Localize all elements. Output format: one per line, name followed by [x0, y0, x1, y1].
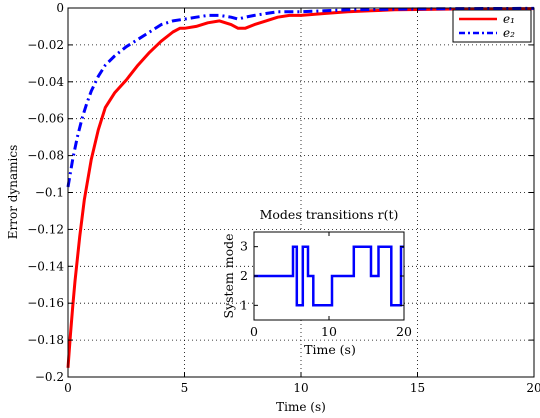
inset-chart: 0 10 20 1 2 3 Modes transitions r(t) Time (s)… [221, 207, 412, 357]
inset-x-tick-label: 20 [396, 324, 412, 339]
y-tick-label: −0.04 [27, 75, 64, 89]
y-tick-label: −0.14 [27, 259, 64, 273]
y-axis-label: Error dynamics [6, 145, 20, 239]
inset-y-tick-label: 3 [240, 239, 248, 254]
inset-y-axis-label: System mode [221, 233, 236, 318]
legend-label-e2: e₂ [503, 26, 515, 40]
y-tick-label: −0.2 [35, 370, 64, 384]
y-tick-label: −0.18 [27, 333, 64, 347]
main-series [66, 6, 535, 368]
inset-x-axis-label: Time (s) [304, 342, 356, 357]
y-tick-label: 0 [56, 1, 64, 15]
inset-series [254, 245, 404, 307]
y-tick-label: −0.02 [27, 38, 64, 52]
legend-box [452, 9, 532, 43]
inset-y-tick-label: 1 [240, 297, 248, 312]
x-tick-label: 10 [293, 381, 308, 395]
x-axis-label: Time (s) [276, 400, 326, 414]
legend: e₁ e₂ [452, 9, 532, 43]
inset-ticks: 0 10 20 1 2 3 [240, 232, 412, 339]
series-line-e2 [66, 6, 535, 188]
inset-x-tick-label: 10 [321, 324, 337, 339]
main-ticks: 0 5 10 15 200−0.02−0.04−0.06−0.08−0.1−0.12−0… [27, 1, 540, 395]
legend-label-e1: e₁ [503, 12, 515, 26]
x-tick-label: 20 [526, 381, 540, 395]
y-tick-label: −0.1 [35, 186, 64, 200]
y-tick-label: −0.08 [27, 149, 64, 163]
inset-y-tick-label: 2 [240, 268, 248, 283]
y-tick-label: −0.06 [27, 112, 64, 126]
x-tick-label: 15 [410, 381, 425, 395]
inset-title: Modes transitions r(t) [260, 207, 399, 222]
x-tick-label: 0 [64, 381, 72, 395]
y-tick-label: −0.12 [27, 222, 64, 236]
x-tick-label: 5 [181, 381, 189, 395]
inset-x-tick-label: 0 [250, 324, 258, 339]
y-tick-label: −0.16 [27, 296, 64, 310]
inset-mode-step-line [254, 245, 404, 307]
series-line-e1 [66, 7, 535, 368]
